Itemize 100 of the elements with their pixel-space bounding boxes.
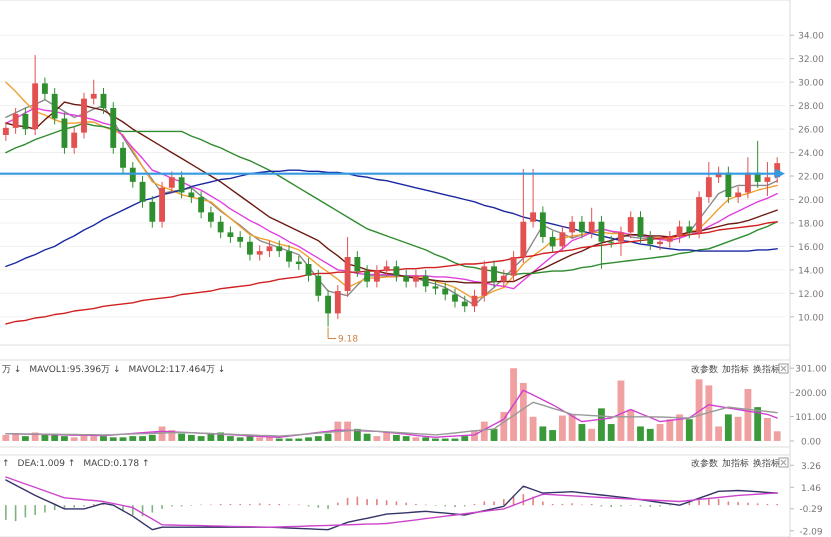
bar — [510, 368, 517, 441]
candlestick — [198, 191, 204, 218]
bar — [148, 434, 156, 441]
candlestick — [540, 206, 546, 243]
candlestick — [618, 226, 624, 256]
candlestick — [237, 231, 244, 248]
annotation: 改参数 — [691, 458, 718, 469]
candlestick — [208, 206, 214, 228]
bar — [754, 407, 762, 441]
candlestick — [638, 211, 644, 243]
y-tick-label: 12.00 — [798, 290, 824, 300]
candlestick — [266, 240, 272, 257]
bar — [266, 437, 273, 441]
candlestick — [218, 216, 224, 238]
candlestick — [90, 80, 97, 104]
y-tick-label: 34.00 — [798, 32, 824, 42]
candlestick — [140, 176, 146, 208]
line-series — [5, 170, 778, 268]
candlestick — [149, 196, 156, 228]
candlestick — [744, 157, 751, 198]
y-tick-label: 16.00 — [798, 242, 824, 253]
bar — [558, 416, 566, 441]
y-tick-label: 10.00 — [798, 313, 824, 324]
candlestick — [22, 108, 28, 135]
candlestick — [422, 270, 429, 292]
bar — [530, 416, 537, 441]
y-tick-label: -0.29 — [799, 505, 823, 516]
candlestick — [647, 231, 654, 250]
y-tick-label: 200.00 — [795, 389, 828, 400]
candlestick — [686, 220, 692, 238]
annotation: 加指标 — [722, 364, 749, 375]
y-tick-label: 30.00 — [798, 78, 824, 89]
bar — [598, 408, 605, 441]
candlestick — [2, 122, 9, 141]
annotation: 加指标 — [722, 458, 749, 469]
candlestick — [472, 290, 478, 312]
line-series — [5, 402, 778, 437]
candlestick — [71, 126, 78, 154]
bar — [774, 431, 781, 441]
bar — [666, 419, 674, 441]
annotation: DEA:1.009 ↑ — [18, 459, 76, 469]
candlestick — [578, 216, 585, 238]
y-tick-label: 20.00 — [798, 196, 824, 206]
annotation: ↑ — [2, 459, 10, 469]
bar — [188, 434, 195, 441]
bar — [608, 424, 615, 441]
bar — [490, 428, 498, 441]
candlestick — [384, 260, 390, 277]
candlestick — [120, 142, 126, 174]
bar — [256, 437, 264, 441]
bar — [549, 430, 556, 441]
y-tick-label: 0.00 — [800, 437, 822, 448]
bar — [305, 437, 312, 441]
candlestick — [159, 182, 166, 228]
candlestick — [500, 270, 507, 288]
candlestick — [315, 270, 322, 302]
candlestick — [598, 216, 604, 269]
candlestick — [256, 245, 263, 261]
candlestick — [569, 216, 576, 238]
candlestick — [530, 168, 536, 228]
annotation: MAVOL1:95.396万 ↓ — [29, 365, 121, 375]
bar — [646, 428, 654, 441]
annotation: 万 ↓ — [2, 365, 22, 375]
candlestick — [393, 260, 400, 282]
bar — [715, 426, 722, 441]
bar — [412, 437, 420, 441]
candlestick — [676, 220, 682, 243]
candlestick — [81, 92, 87, 138]
candlestick — [325, 290, 331, 326]
bar — [676, 414, 683, 441]
y-tick-label: -2.09 — [799, 527, 823, 537]
y-tick-label: 14.00 — [798, 266, 824, 276]
candlestick — [168, 171, 175, 194]
candlestick — [462, 296, 468, 312]
candlestick — [354, 251, 360, 277]
candlestick — [725, 166, 732, 204]
candlestick — [364, 265, 370, 288]
annotation: 9.18 — [338, 334, 358, 344]
bar — [734, 416, 742, 441]
annotation: MAVOL2:117.464万 ↓ — [128, 365, 226, 375]
candlestick — [42, 77, 48, 100]
bar — [198, 436, 205, 441]
bar — [100, 436, 107, 441]
y-tick-label: 301.00 — [795, 364, 828, 375]
candlestick — [666, 231, 673, 248]
y-tick-label: 22.00 — [798, 172, 824, 183]
candlestick — [188, 186, 194, 204]
y-tick-label: 26.00 — [798, 126, 824, 136]
candlestick — [413, 270, 419, 288]
bar — [618, 380, 624, 441]
candlestick — [608, 236, 614, 248]
bar — [705, 385, 712, 441]
y-tick-label: 28.00 — [798, 102, 824, 112]
candlestick — [588, 208, 595, 238]
y-tick-label: 32.00 — [798, 55, 824, 66]
candlestick — [247, 236, 253, 261]
y-tick-label: 3.26 — [800, 462, 822, 472]
candlestick — [178, 171, 185, 198]
annotation: 改参数 — [691, 364, 718, 375]
candlestick — [510, 251, 516, 282]
